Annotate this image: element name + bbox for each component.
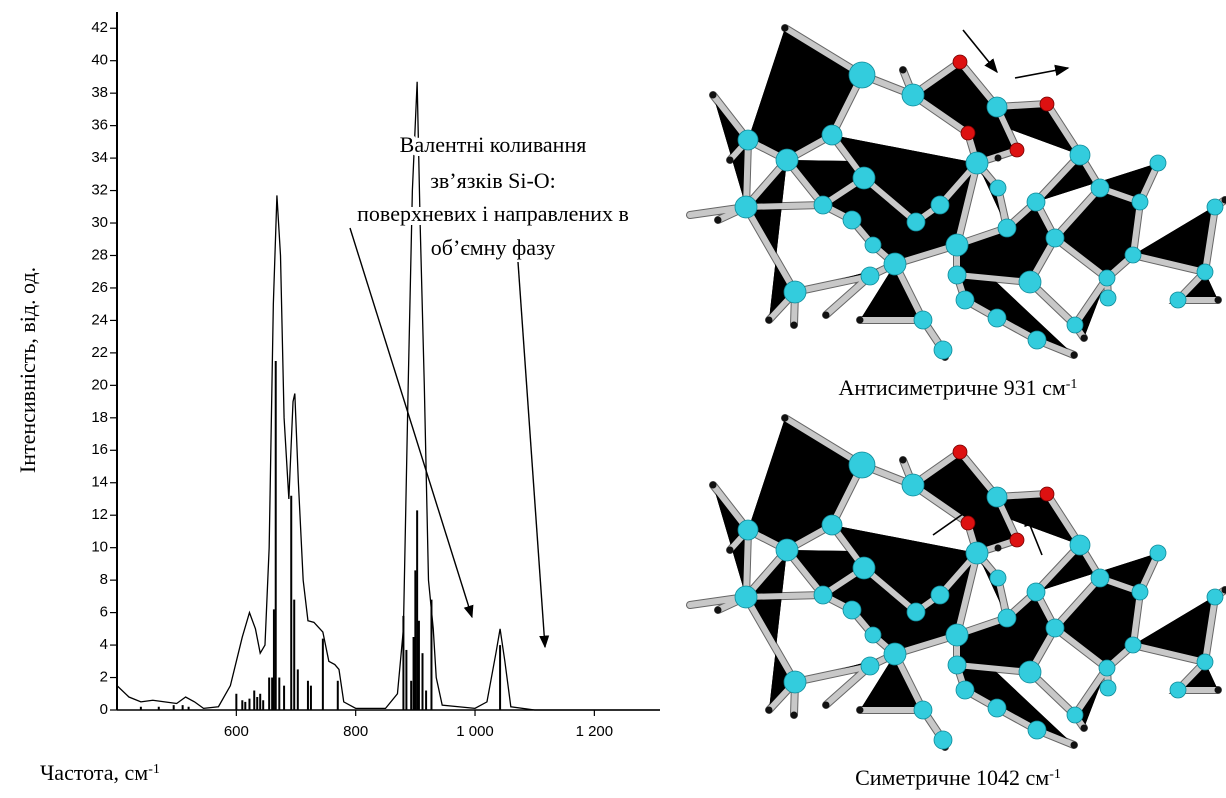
y-tick-label: 12 <box>91 506 108 523</box>
y-tick-label: 16 <box>91 441 108 458</box>
y-tick-label: 22 <box>91 344 108 361</box>
y-tick-label: 6 <box>100 604 108 621</box>
y-tick-label: 42 <box>91 19 108 36</box>
annotation: поверхневих і направлених в <box>357 201 629 226</box>
annotation-arrow <box>518 262 545 647</box>
y-tick-label: 40 <box>91 52 108 69</box>
caption: Антисиметричне 931 см-1 <box>839 375 1078 400</box>
annotation-arrows <box>350 228 545 647</box>
x-axis-label: Частота, см-1 <box>40 760 160 785</box>
annotation: Валентні коливання <box>400 132 587 157</box>
y-tick-label: 28 <box>91 246 108 263</box>
spectrum-curve <box>117 82 660 710</box>
molecule-symmetric <box>690 415 1226 751</box>
x-tick-label: 600 <box>224 723 249 740</box>
annotation: об’ємну фазу <box>431 235 555 260</box>
x-tick-label: 1 000 <box>456 723 494 740</box>
y-tick-label: 4 <box>100 636 108 653</box>
y-tick-label: 32 <box>91 182 108 199</box>
y-tick-label: 30 <box>91 214 108 231</box>
y-tick-label: 14 <box>91 474 108 491</box>
y-tick-label: 24 <box>91 311 108 328</box>
annotation-arrow <box>350 228 472 617</box>
x-axis-label-sup: -1 <box>148 762 160 777</box>
y-tick-label: 10 <box>91 539 108 556</box>
y-tick-label: 18 <box>91 409 108 426</box>
x-tick-label: 800 <box>343 723 368 740</box>
caption-text: Симетричне 1042 см <box>855 765 1049 790</box>
caption: Симетричне 1042 см-1 <box>855 765 1061 790</box>
y-tick-label: 26 <box>91 279 108 296</box>
y-tick-label: 20 <box>91 376 108 393</box>
y-tick-label: 8 <box>100 571 108 588</box>
caption-sup: -1 <box>1049 767 1061 782</box>
molecule-antisymmetric <box>690 25 1226 361</box>
x-axis-label-text: Частота, см <box>40 760 148 785</box>
y-tick-label: 0 <box>100 701 108 718</box>
annotation: зв’язків Si-O: <box>430 168 556 193</box>
y-tick-label: 36 <box>91 117 108 134</box>
x-tick-label: 1 200 <box>576 723 614 740</box>
y-axis-label: Інтенсивність, від. од. <box>15 267 40 473</box>
caption-text: Антисиметричне 931 см <box>839 375 1066 400</box>
spectrum-chart: Інтенсивність, від. од. Частота, см-1 Ва… <box>15 12 660 785</box>
y-tick-label: 38 <box>91 84 108 101</box>
y-tick-label: 2 <box>100 669 108 686</box>
caption-sup: -1 <box>1066 377 1078 392</box>
y-tick-label: 34 <box>91 149 108 166</box>
page: Інтенсивність, від. од. Частота, см-1 Ва… <box>0 0 1226 798</box>
